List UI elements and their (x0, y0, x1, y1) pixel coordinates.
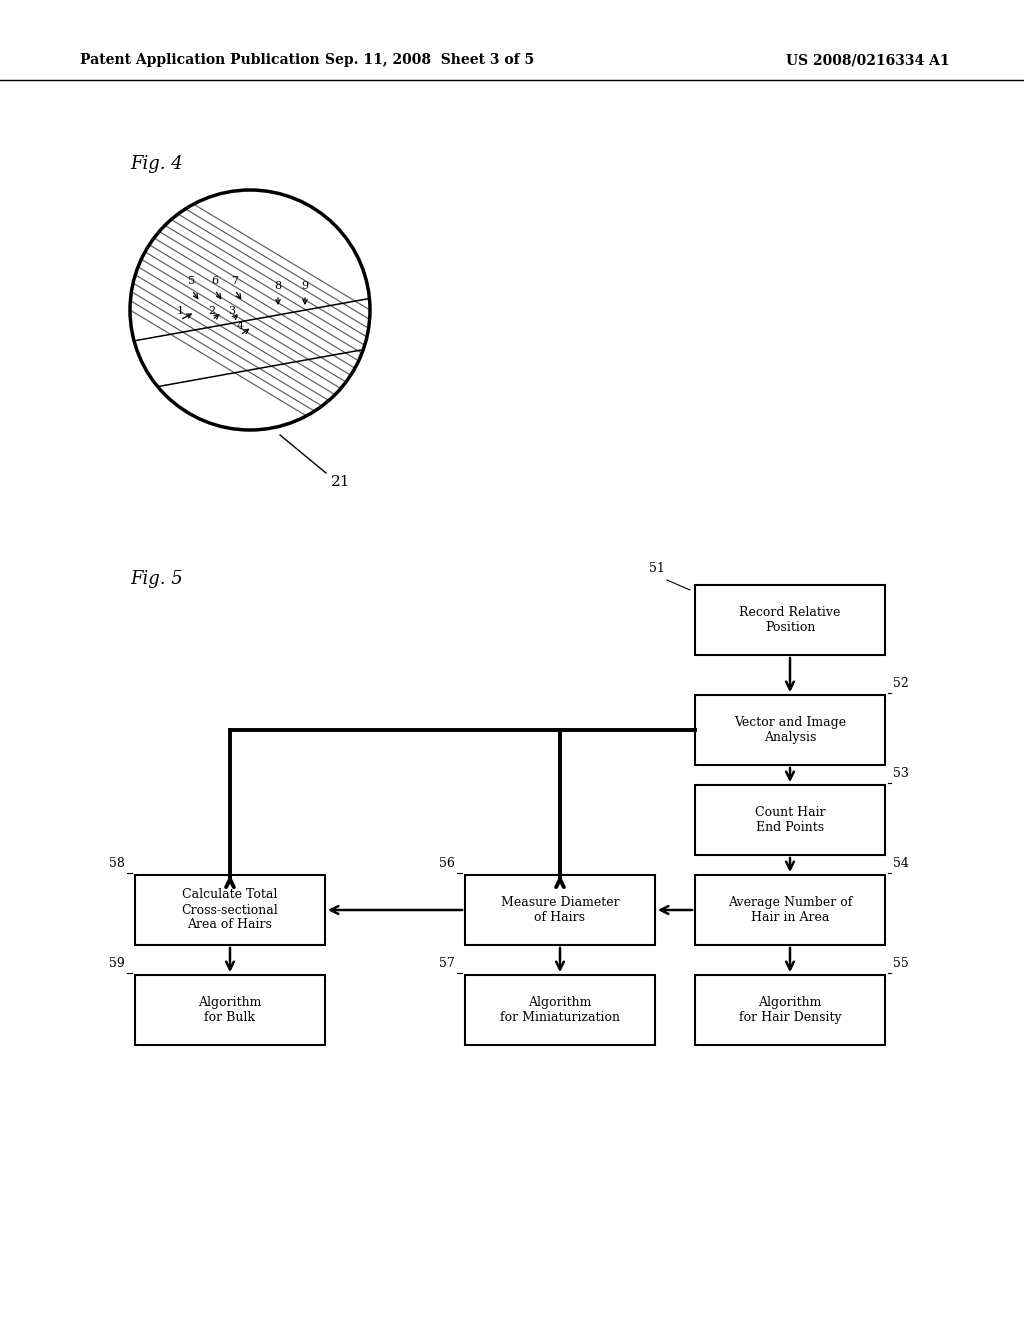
Text: Fig. 5: Fig. 5 (130, 570, 182, 587)
Text: 57: 57 (439, 957, 455, 970)
Circle shape (130, 190, 370, 430)
Text: 59: 59 (110, 957, 125, 970)
Text: Algorithm
for Miniaturization: Algorithm for Miniaturization (500, 997, 620, 1024)
Text: 52: 52 (893, 677, 908, 690)
Text: Measure Diameter
of Hairs: Measure Diameter of Hairs (501, 896, 620, 924)
Text: 8: 8 (274, 281, 282, 290)
Text: Vector and Image
Analysis: Vector and Image Analysis (734, 715, 846, 744)
Text: Algorithm
for Bulk: Algorithm for Bulk (199, 997, 262, 1024)
Text: 53: 53 (893, 767, 909, 780)
FancyBboxPatch shape (135, 875, 325, 945)
Text: 6: 6 (211, 276, 218, 286)
Text: Algorithm
for Hair Density: Algorithm for Hair Density (738, 997, 842, 1024)
Text: 51: 51 (649, 562, 665, 576)
Text: 7: 7 (231, 276, 239, 286)
Text: Patent Application Publication: Patent Application Publication (80, 53, 319, 67)
FancyBboxPatch shape (465, 875, 655, 945)
Text: Average Number of
Hair in Area: Average Number of Hair in Area (728, 896, 852, 924)
Text: 2: 2 (209, 306, 216, 315)
FancyBboxPatch shape (695, 585, 885, 655)
Text: Calculate Total
Cross-sectional
Area of Hairs: Calculate Total Cross-sectional Area of … (181, 888, 279, 932)
Text: Count Hair
End Points: Count Hair End Points (755, 807, 825, 834)
Text: Fig. 4: Fig. 4 (130, 154, 182, 173)
FancyBboxPatch shape (135, 975, 325, 1045)
Text: Sep. 11, 2008  Sheet 3 of 5: Sep. 11, 2008 Sheet 3 of 5 (326, 53, 535, 67)
Text: 1: 1 (176, 306, 183, 315)
FancyBboxPatch shape (695, 696, 885, 766)
Text: 9: 9 (301, 281, 308, 290)
Text: 5: 5 (188, 276, 196, 286)
Text: US 2008/0216334 A1: US 2008/0216334 A1 (786, 53, 950, 67)
FancyBboxPatch shape (695, 785, 885, 855)
Text: 4: 4 (237, 321, 244, 331)
FancyBboxPatch shape (465, 975, 655, 1045)
Text: 56: 56 (439, 857, 455, 870)
Text: Record Relative
Position: Record Relative Position (739, 606, 841, 634)
FancyBboxPatch shape (695, 975, 885, 1045)
Text: 58: 58 (110, 857, 125, 870)
Text: 21: 21 (331, 475, 350, 488)
FancyBboxPatch shape (695, 875, 885, 945)
Text: 3: 3 (228, 306, 236, 315)
Text: 54: 54 (893, 857, 909, 870)
Text: 55: 55 (893, 957, 908, 970)
